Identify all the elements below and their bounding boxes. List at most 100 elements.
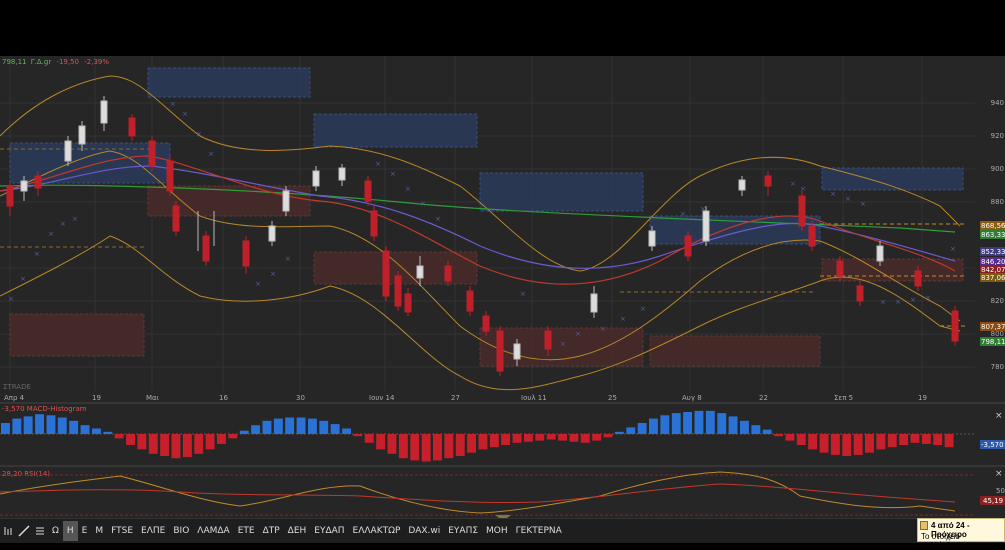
watermark: ΣTRADE [3,383,31,391]
macd-close-icon[interactable]: × [995,411,1003,421]
macd-bar [285,417,295,434]
macd-bar [512,434,522,443]
macd-bar [1,423,10,434]
macd-bar [569,434,579,442]
toolbar-item[interactable]: ΒΙΟ [173,526,190,536]
macd-value-tag: -3,570 [981,441,1004,449]
price-chart[interactable]: ××× ××× ××× ××× ××× ××× ××× ××× ××× ××× … [0,56,1005,518]
toolbar-item[interactable]: FTSE [111,526,134,536]
rsi-pane[interactable]: 28,20 RSI(14) × 50 45,19 [0,469,1005,518]
svg-text:×: × [860,200,866,208]
macd-bar [717,413,727,434]
svg-text:×: × [640,305,646,313]
macd-bar [660,415,670,434]
tag-ma-purple: 846,20 [980,257,1005,266]
macd-bar [842,434,852,456]
macd-bar [342,428,351,434]
time-tick: Σεπ 5 [834,394,853,402]
svg-text:×: × [790,180,796,188]
svg-text:852,33: 852,33 [981,248,1005,256]
toolbar-item[interactable]: ΕΛΠΕ [141,526,166,536]
svg-text:×: × [520,290,526,298]
macd-bar [262,420,272,434]
toolbar-item[interactable]: ΜΟΗ [486,526,508,536]
toolbar-item[interactable]: H [62,521,78,541]
clipboard-title: 4 από 24 - Πρόχειρο [931,521,970,539]
macd-pane[interactable]: -3,570 MACD-Histogram × -3,570 [0,405,1005,462]
tag-bb-lower: 807,37 [980,322,1005,331]
bottom-toolbar: Ω H E M FTSE ΕΛΠΕ ΒΙΟ ΛΑΜΔΑ ΕΤΕ ΔΤΡ ΔΕΗ ΕΥΔΑΠ ΕΛΛΑΚΤ… [0,518,1005,543]
macd-bar [580,434,590,443]
macd-bar [273,418,283,434]
macd-bar [46,415,56,434]
toolbar-item[interactable]: DAX.wi [408,526,441,536]
toolbar-item[interactable]: ΛΑΜΔΑ [197,526,230,536]
toolbar-item[interactable]: Ω [52,526,59,536]
macd-bar [194,434,204,454]
toolbar-item[interactable]: E [81,526,88,536]
rsi-label: 28,20 RSI(14) [2,470,50,478]
macd-bar [35,414,44,434]
time-tick: Απρ 4 [4,394,25,402]
svg-text:×: × [208,150,214,158]
rsi-value-tag: 45,19 [983,497,1003,505]
svg-text:×: × [880,298,886,306]
toolbar-item[interactable]: ΓΕΚΤΕΡΝΑ [515,526,562,536]
rsi-level-label: 50 [996,487,1005,495]
toolbar-item[interactable]: ΕΤΕ [237,526,255,536]
macd-bar [603,434,613,438]
macd-bar [433,434,442,461]
price-tick: 940 [991,99,1004,107]
svg-text:×: × [34,250,40,258]
rsi-close-icon[interactable]: × [995,469,1003,479]
toolbar-item[interactable]: ΔΕΗ [287,526,307,536]
svg-text:×: × [800,185,806,193]
time-tick: 16 [219,394,228,402]
svg-text:×: × [48,230,54,238]
svg-text:×: × [680,210,686,218]
macd-bar [148,434,158,454]
bar-chart-icon[interactable] [0,521,16,541]
draw-line-icon[interactable] [16,521,32,541]
svg-text:×: × [405,185,411,193]
macd-bar [853,434,863,455]
price-tick: 900 [991,165,1004,173]
toolbar-item[interactable]: ΕΛΛΑΚΤΩΡ [352,526,401,536]
svg-text:837,06: 837,06 [981,274,1005,282]
macd-bar [740,420,749,434]
macd-bar [501,434,511,445]
toolbar-item[interactable]: ΕΥΑΠΣ [448,526,479,536]
time-tick: 19 [918,394,927,402]
macd-bar [92,428,101,434]
macd-bar [182,434,192,458]
macd-bar [649,418,658,434]
toolbar-item[interactable]: ΔΤΡ [262,526,280,536]
menu-lines-icon[interactable] [32,521,48,541]
clipboard-notification[interactable]: 4 από 24 - Πρόχειρο Το στοιχείο συλλέχθη… [917,518,1005,550]
svg-text:×: × [700,205,706,213]
macd-bar [614,431,624,434]
toolbar-item[interactable]: M [95,526,104,536]
macd-bar [683,412,692,434]
svg-text:×: × [60,220,66,228]
macd-bar [671,413,681,434]
time-tick: 19 [92,394,101,402]
macd-bar [455,434,465,456]
macd-bar [944,434,954,448]
chart-panel[interactable]: × × × × × × × × × × × × × × × × × × × × × × × × × × × × × × … [0,56,1005,518]
svg-text:×: × [255,280,261,288]
macd-bar [637,423,647,434]
macd-bar [353,434,363,437]
time-tick: 30 [296,394,305,402]
svg-text:×: × [830,190,836,198]
toolbar-item[interactable]: ΕΥΔΑΠ [314,526,345,536]
time-tick: 25 [608,394,617,402]
macd-bar [12,418,22,434]
bollinger-bands [0,75,961,391]
macd-bar [887,434,897,448]
top-black-bar [0,0,1005,56]
tag-ma-red: 842,07 [980,265,1005,274]
macd-bar [830,434,840,455]
macd-bar [899,434,909,445]
macd-bar [774,434,783,437]
